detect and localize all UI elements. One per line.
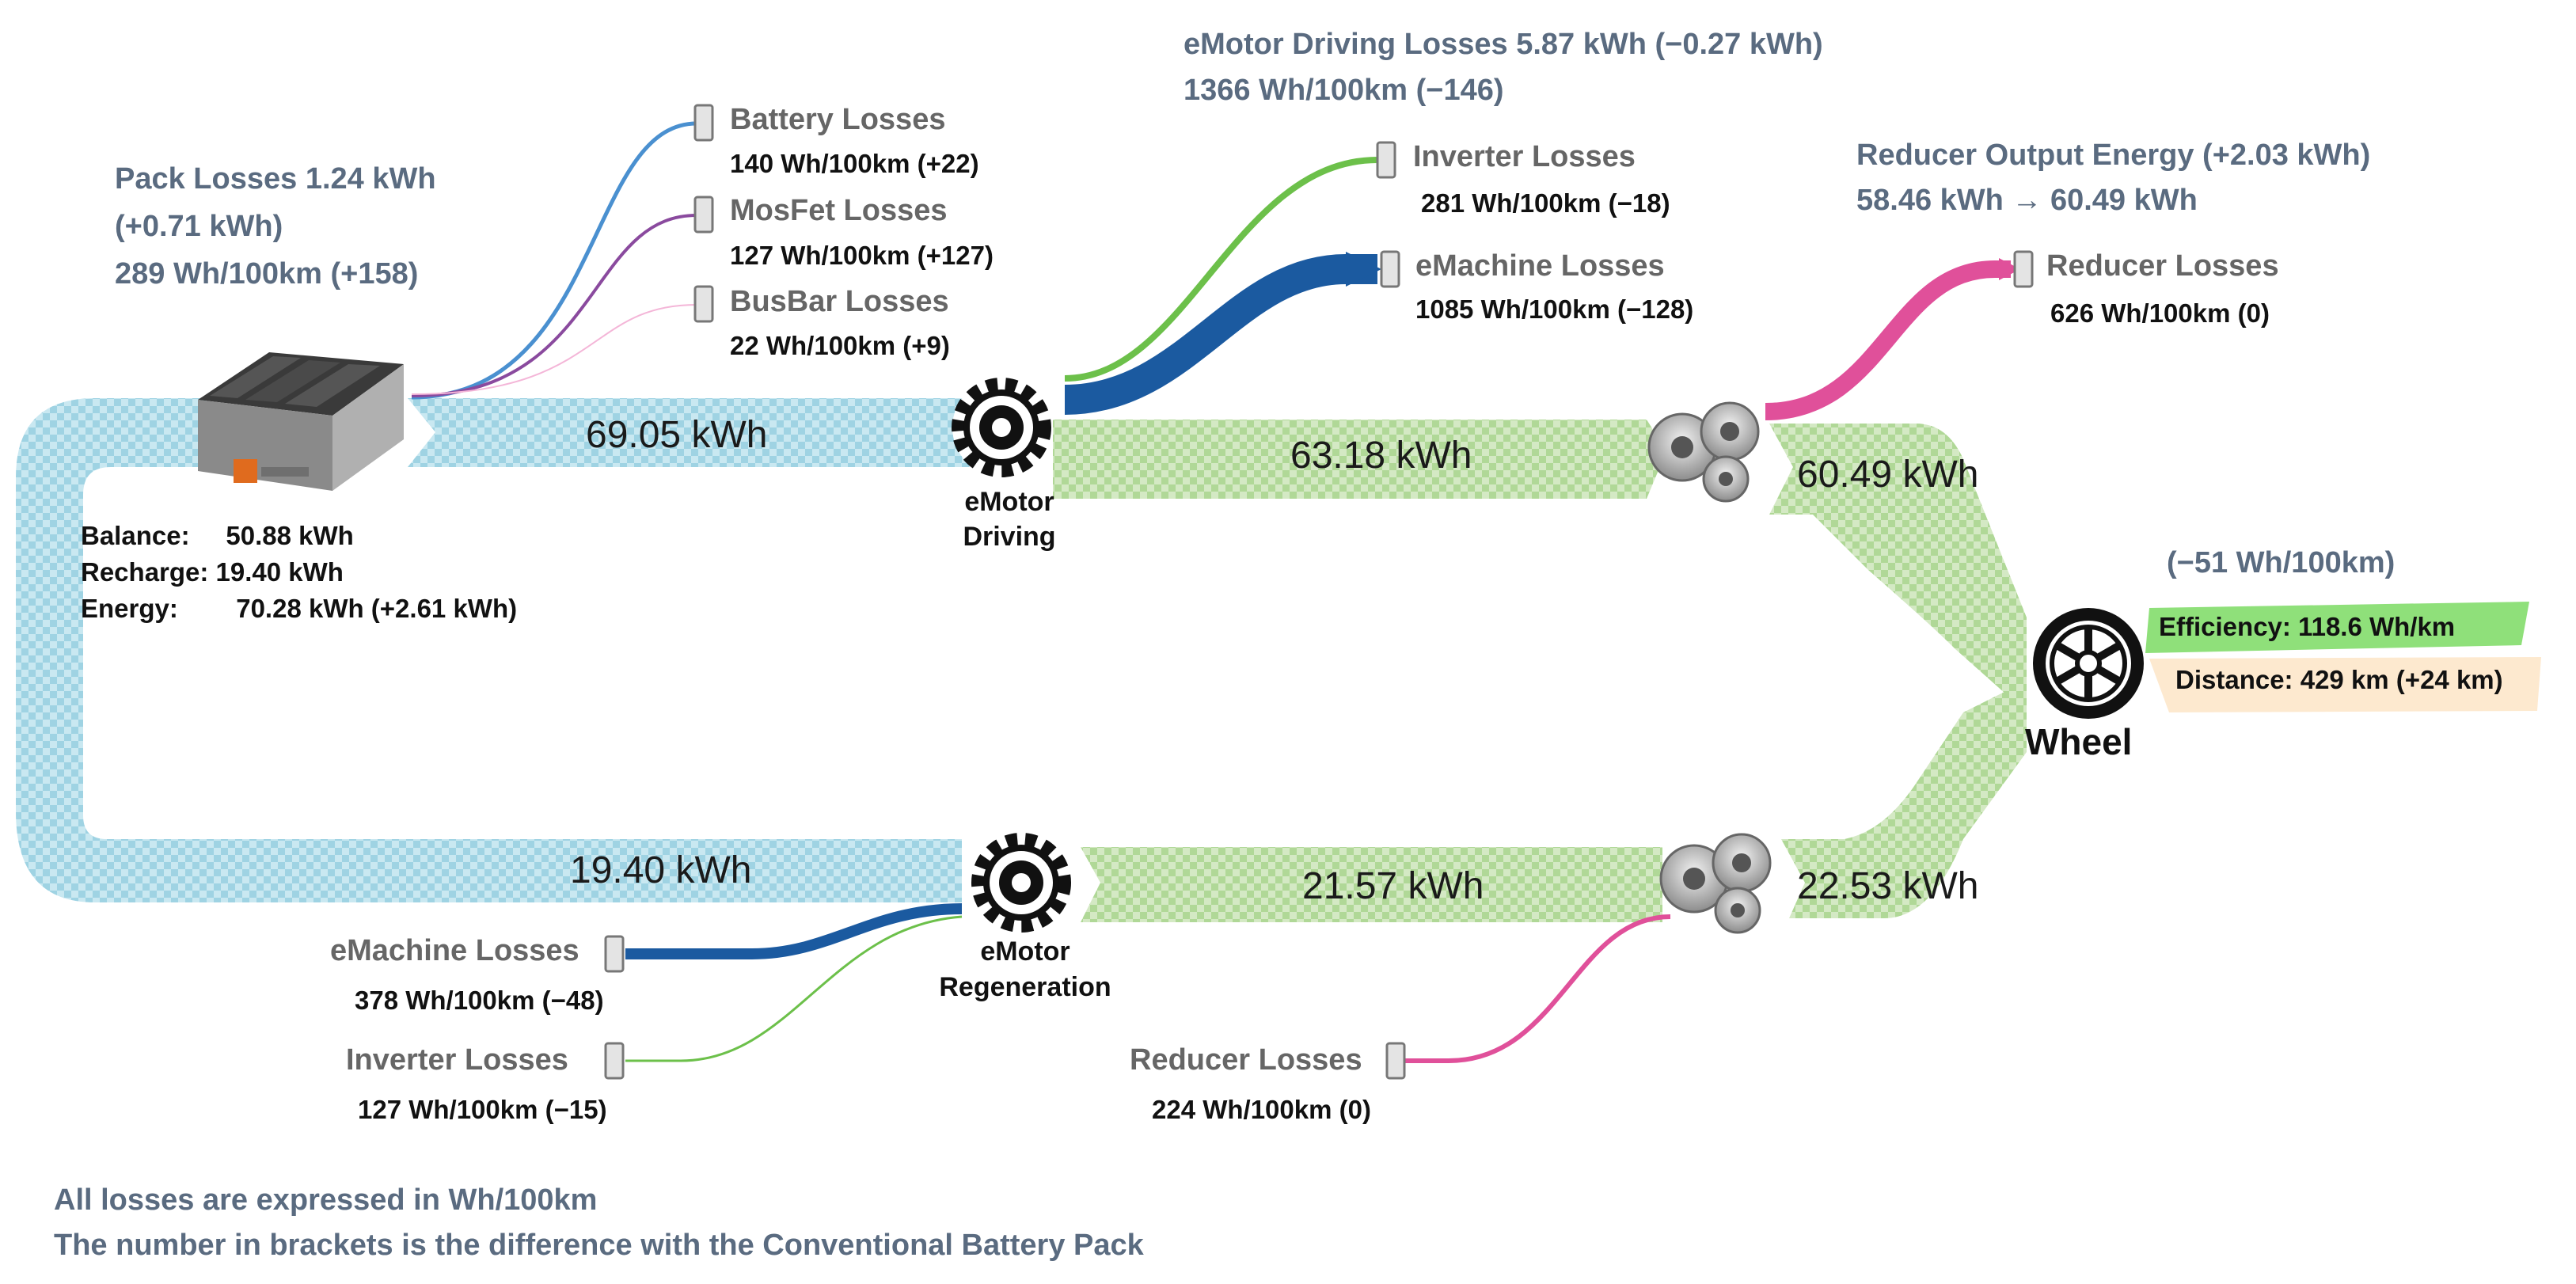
emotor-regen-gear-icon (971, 833, 1071, 933)
mosfet-losses-terminal (693, 196, 714, 234)
mosfet-losses-line (411, 214, 697, 397)
reducer-losses-arrow (1999, 258, 2020, 280)
motor-to-reducer-flow (1053, 420, 1666, 499)
driving-emachine-losses-line (1064, 254, 1377, 415)
battery-to-motor-value: 69.05 kWh (586, 414, 768, 456)
wheel-to-regen-reducer-flow (1781, 681, 2027, 918)
mosfet-losses-value: 127 Wh/100km (+127) (730, 241, 994, 270)
regen-emachine-losses-label: eMachine Losses (330, 934, 579, 967)
battery-inflow-arrow (408, 398, 435, 467)
footnote-line-2: The number in brackets is the difference… (54, 1229, 1144, 1262)
regen-inverter-terminal (604, 1042, 625, 1080)
battery-recharge: Recharge: 19.40 kWh (81, 557, 344, 587)
regen-reducer-losses-value: 224 Wh/100km (0) (1152, 1095, 1371, 1124)
wheel-efficiency: Efficiency: 118.6 Wh/km (2159, 612, 2456, 641)
emotor-regen-label-1: eMotor (980, 936, 1070, 967)
battery-balance: Balance: 50.88 kWh (81, 521, 354, 550)
wheel-delta: (−51 Wh/100km) (2167, 546, 2396, 579)
emotor-driving-label-1: eMotor (964, 487, 1054, 517)
pack-losses-title: Pack Losses 1.24 kWh (115, 162, 436, 196)
driving-gearbox-icon (1647, 401, 1760, 503)
reducer-losses-label: Reducer Losses (2046, 249, 2279, 283)
reducer-to-wheel-value: 60.49 kWh (1797, 454, 1979, 496)
driving-inverter-losses-value: 281 Wh/100km (−18) (1421, 188, 1670, 218)
regen-inverter-losses-label: Inverter Losses (346, 1043, 568, 1077)
battery-return-loop-flow (16, 398, 962, 902)
pack-losses-delta: (+0.71 kWh) (115, 210, 283, 243)
battery-losses-line (411, 121, 697, 400)
mosfet-losses-label: MosFet Losses (730, 194, 948, 227)
driving-emachine-losses-label: eMachine Losses (1415, 249, 1665, 283)
emotor-driving-gear-icon (952, 378, 1051, 477)
emotor-regen-label-2: Regeneration (939, 972, 1111, 1002)
busbar-losses-label: BusBar Losses (730, 285, 949, 318)
busbar-losses-terminal (693, 285, 714, 323)
busbar-losses-value: 22 Wh/100km (+9) (730, 331, 950, 360)
reducer-to-regen-flow (1081, 847, 1662, 922)
regen-inverter-losses-line (625, 915, 963, 1062)
regen-reducer-terminal (1385, 1042, 1406, 1080)
regen-emachine-losses-line (625, 903, 963, 959)
battery-pack-icon (198, 352, 404, 491)
wheel-to-reducer-value: 22.53 kWh (1797, 865, 1979, 907)
regen-emachine-losses-value: 378 Wh/100km (−48) (355, 986, 604, 1015)
reducer-losses-value: 626 Wh/100km (0) (2050, 298, 2270, 328)
reducer-losses-line (1765, 260, 2011, 420)
regen-inverter-losses-value: 127 Wh/100km (−15) (358, 1095, 607, 1124)
wheel-label: Wheel (2025, 721, 2133, 762)
battery-losses-terminal (693, 104, 714, 142)
reducer-to-regen-value: 21.57 kWh (1302, 865, 1484, 907)
driving-inverter-terminal (1376, 141, 1396, 179)
wheel-icon (2033, 608, 2144, 719)
reducer-output-change: 58.46 kWh → 60.49 kWh (1856, 184, 2198, 217)
regen-reducer-losses-line (1405, 914, 1671, 1063)
battery-to-motor-flow (408, 398, 970, 467)
regen-reducer-losses-label: Reducer Losses (1130, 1043, 1362, 1077)
busbar-losses-line (411, 304, 697, 395)
driving-emachine-terminal (1380, 250, 1400, 288)
reducer-losses-terminal (2013, 250, 2034, 288)
emotor-driving-losses-rate: 1366 Wh/100km (−146) (1184, 74, 1504, 107)
wheel-distance: Distance: 429 km (+24 km) (2175, 665, 2503, 694)
regen-gearbox-icon (1659, 833, 1772, 934)
driving-emachine-arrow (1346, 252, 1381, 287)
footnote-line-1: All losses are expressed in Wh/100km (54, 1183, 598, 1217)
battery-energy: Energy: 70.28 kWh (+2.61 kWh) (81, 594, 518, 623)
efficiency-highlight (2145, 602, 2529, 653)
regen-to-battery-value: 19.40 kWh (570, 849, 752, 891)
battery-losses-value: 140 Wh/100km (+22) (730, 149, 979, 178)
distance-highlight (2149, 657, 2541, 712)
driving-emachine-losses-value: 1085 Wh/100km (−128) (1415, 294, 1694, 324)
reducer-to-wheel-flow (1769, 424, 2027, 712)
motor-to-reducer-value: 63.18 kWh (1290, 435, 1472, 477)
emotor-driving-label-2: Driving (963, 522, 1056, 552)
emotor-driving-losses-title: eMotor Driving Losses 5.87 kWh (−0.27 kW… (1184, 28, 1823, 61)
driving-inverter-losses-label: Inverter Losses (1413, 140, 1636, 173)
pack-losses-rate: 289 Wh/100km (+158) (115, 257, 419, 291)
reducer-output-title: Reducer Output Energy (+2.03 kWh) (1856, 139, 2371, 172)
driving-inverter-losses-line (1064, 157, 1378, 382)
battery-losses-label: Battery Losses (730, 103, 946, 136)
regen-emachine-terminal (604, 935, 625, 973)
